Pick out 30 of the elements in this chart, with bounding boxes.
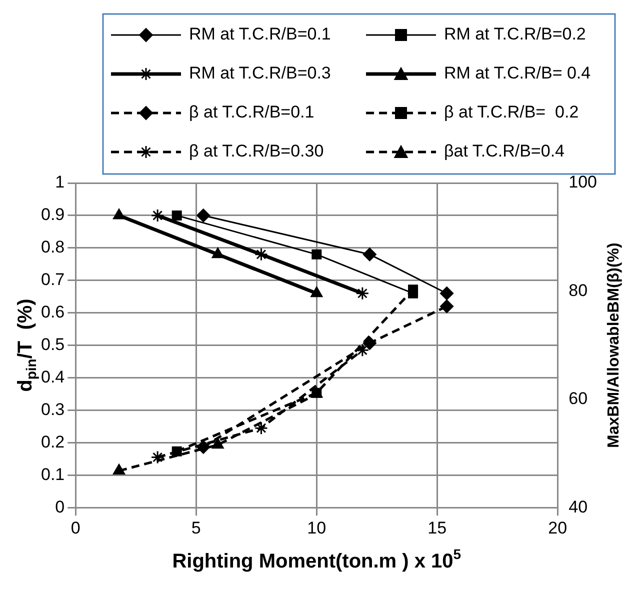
y-tick-label: 0	[55, 497, 65, 516]
x-tick-label: 0	[70, 518, 80, 538]
y-tick-label: 0.3	[40, 400, 65, 419]
x-tick-label: 5	[191, 518, 201, 538]
y-tick-label: 0.2	[40, 432, 65, 452]
y-tick-label: 0.7	[40, 270, 65, 290]
y2-tick-label: 80	[568, 280, 588, 300]
x-tick-label: 15	[428, 518, 447, 538]
y-tick-label: 0.1	[40, 464, 65, 484]
legend-label: RM at T.C.R/B=0.1	[189, 24, 331, 44]
y-tick-label: 0.9	[40, 205, 65, 224]
y2-axis-title: MaxBM/AllowableBM(β)(%)	[605, 242, 622, 448]
legend-label: β at T.C.R/B=0.1	[189, 102, 314, 122]
y-tick-label: 0.4	[40, 367, 65, 386]
legend-label: β at T.C.R/B=0.30	[189, 142, 324, 161]
y2-tick-label: 40	[568, 497, 588, 516]
legend-label: RM at T.C.R/B=0.3	[189, 64, 331, 83]
x-tick-label: 10	[307, 518, 326, 538]
y2-tick-label: 60	[568, 389, 588, 408]
y-tick-label: 0.5	[40, 334, 65, 354]
y-tick-label: 0.6	[40, 302, 65, 322]
x-tick-label: 20	[548, 518, 568, 538]
legend-label: βat T.C.R/B=0.4	[444, 142, 564, 161]
legend-label: RM at T.C.R/B= 0.4	[444, 64, 591, 83]
legend-label: β at T.C.R/B= 0.2	[444, 102, 579, 122]
y-axis-title: dpin/T (%)	[14, 298, 39, 392]
y-tick-label: 0.8	[40, 238, 65, 257]
y-tick-label: 1	[55, 172, 65, 192]
y2-tick-label: 100	[568, 172, 598, 192]
legend-label: RM at T.C.R/B=0.2	[444, 24, 586, 44]
